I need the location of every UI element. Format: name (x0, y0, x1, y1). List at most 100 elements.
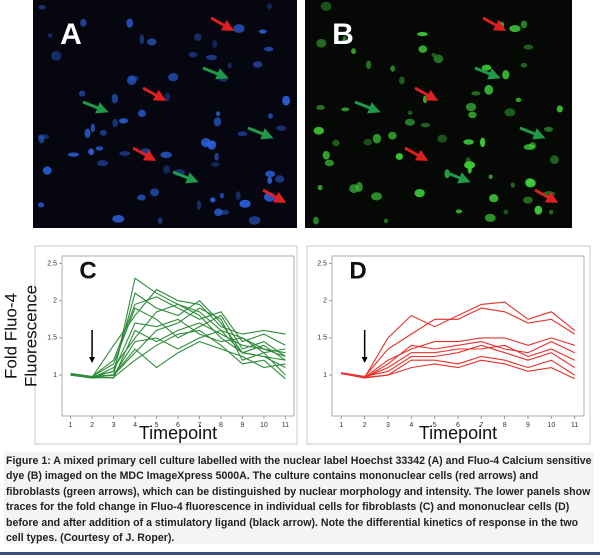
x-tick-label: 8 (219, 422, 223, 429)
y-tick-label: 1 (323, 372, 327, 379)
cell (157, 217, 163, 224)
series-line (70, 318, 286, 378)
cell (213, 117, 222, 127)
series-line (341, 307, 575, 378)
cell (407, 110, 413, 115)
arrow (172, 170, 199, 184)
micrograph (33, 0, 297, 228)
cell (351, 48, 357, 55)
cell (322, 150, 330, 160)
cell (227, 62, 232, 69)
series-line (70, 329, 286, 378)
y-axis-label: Fold Fluo-4 (1, 293, 20, 379)
arrow (482, 16, 507, 31)
cell (99, 129, 107, 136)
cell (150, 188, 160, 197)
series-line (70, 329, 286, 380)
cell (267, 176, 273, 184)
x-tick-label: 7 (198, 422, 202, 429)
cell (503, 209, 509, 215)
cell (193, 33, 202, 41)
series-line (341, 301, 576, 378)
arrow (519, 126, 546, 140)
x-tick-label: 3 (112, 422, 116, 429)
cell (112, 214, 125, 223)
cell (465, 157, 471, 167)
cell (164, 92, 170, 102)
cell (219, 192, 225, 199)
x-tick-label: 2 (363, 422, 367, 429)
chart-label: C (79, 257, 96, 284)
cell (201, 138, 211, 148)
arrow (132, 146, 157, 161)
arrow (82, 100, 109, 114)
x-tick-label: 10 (260, 422, 268, 429)
cell (50, 50, 62, 61)
cell (504, 108, 516, 117)
cell (248, 216, 261, 225)
cell (268, 113, 274, 119)
x-tick-label: 3 (386, 422, 390, 429)
series-line (341, 340, 575, 379)
y-axis-label: Fluorescence (21, 285, 40, 387)
cell (383, 218, 389, 224)
cell (37, 202, 45, 208)
series-line (70, 296, 286, 378)
cell (520, 62, 528, 68)
x-tick-label: 5 (155, 422, 159, 429)
cell (414, 188, 425, 198)
cell (468, 111, 477, 119)
cell (484, 84, 494, 95)
cell (313, 216, 319, 225)
cell (233, 24, 245, 33)
cell (527, 178, 534, 186)
y-tick-label: 2 (323, 297, 327, 304)
chart-label: D (349, 257, 366, 284)
cell (47, 33, 53, 38)
arrow (474, 66, 501, 80)
arrow (262, 188, 287, 203)
cell (489, 194, 499, 203)
cell (119, 151, 131, 156)
cell (316, 105, 325, 110)
cell (390, 65, 395, 72)
cell (471, 91, 481, 96)
cell (90, 123, 96, 133)
x-tick-label: 1 (69, 422, 73, 429)
cell (139, 34, 145, 45)
cell (550, 155, 559, 165)
cell (523, 144, 536, 150)
panel-label: A (60, 18, 82, 51)
cell (237, 131, 248, 137)
cell (418, 45, 428, 53)
y-tick-label: 2.5 (47, 260, 57, 267)
series-line (70, 288, 286, 378)
cell (266, 3, 272, 10)
cell (316, 39, 327, 48)
cell (239, 199, 251, 208)
x-tick-label: 2 (90, 422, 94, 429)
arrow (444, 170, 471, 184)
cell (515, 97, 522, 103)
x-axis-label: Timepoint (419, 423, 497, 443)
micrograph (305, 0, 572, 228)
cell (556, 105, 563, 113)
cell (276, 125, 286, 131)
x-tick-label: 9 (240, 422, 244, 429)
cell (214, 152, 219, 161)
cell (78, 90, 86, 97)
cell (160, 151, 172, 159)
cell (523, 44, 534, 50)
cell (97, 159, 109, 167)
y-tick-label: 1.5 (317, 335, 327, 342)
panel-label: B (332, 18, 354, 51)
arrow (247, 126, 274, 140)
cell (399, 76, 405, 85)
cell (137, 109, 146, 118)
cell (502, 70, 510, 80)
arrow (354, 100, 381, 114)
cell (355, 181, 363, 192)
cell (366, 60, 372, 70)
cell (38, 135, 45, 144)
